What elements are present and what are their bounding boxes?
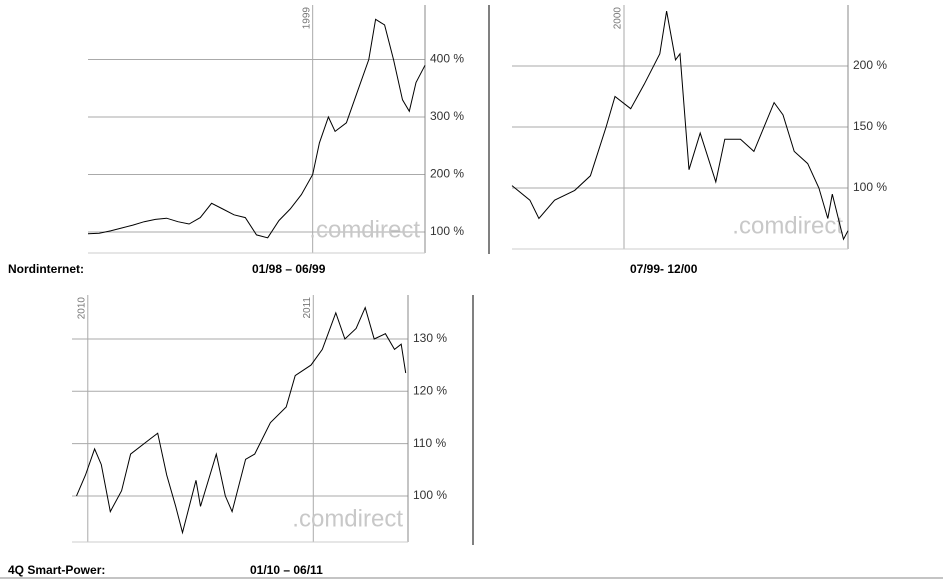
year-label: 2010 bbox=[76, 297, 87, 320]
watermark: .comdirect bbox=[292, 505, 403, 532]
y-tick-label: 110 % bbox=[413, 436, 446, 450]
series-name: Nordinternet: bbox=[8, 262, 84, 276]
price-line bbox=[511, 11, 849, 241]
y-tick-label: 100 % bbox=[853, 180, 887, 194]
period-label: 01/10 – 06/11 bbox=[250, 563, 323, 577]
y-tick-label: 200 % bbox=[853, 58, 887, 72]
year-label: 2000 bbox=[613, 7, 624, 30]
y-tick-label: 130 % bbox=[413, 331, 447, 345]
y-tick-label: 400 % bbox=[430, 52, 464, 66]
y-tick-label: 200 % bbox=[430, 167, 464, 181]
y-tick-label: 120 % bbox=[413, 383, 447, 397]
year-label: 1999 bbox=[301, 7, 312, 30]
year-label: 2011 bbox=[302, 297, 313, 319]
series-name: 4Q Smart-Power: bbox=[8, 563, 105, 577]
period-label: 07/99- 12/00 bbox=[630, 262, 698, 276]
period-label: 01/98 – 06/99 bbox=[252, 262, 326, 276]
y-tick-label: 150 % bbox=[853, 119, 887, 133]
y-tick-label: 300 % bbox=[430, 109, 464, 123]
watermark: .comdirect bbox=[309, 216, 420, 243]
y-tick-label: 100 % bbox=[430, 224, 464, 238]
price-line bbox=[87, 18, 426, 239]
price-line bbox=[76, 306, 407, 535]
y-tick-label: 100 % bbox=[413, 488, 447, 502]
watermark: .comdirect bbox=[732, 212, 843, 239]
